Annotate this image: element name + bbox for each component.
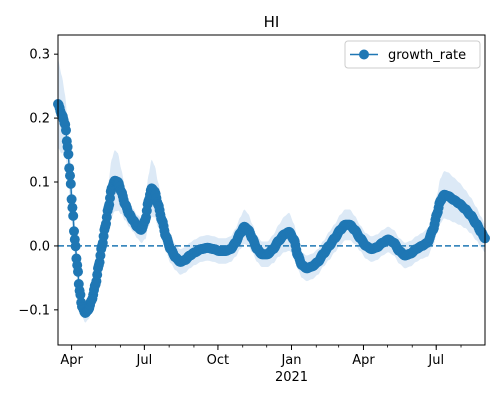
growth-rate-series bbox=[53, 99, 490, 318]
x-tick-label: Apr bbox=[352, 353, 375, 368]
legend-label-growth-rate: growth_rate bbox=[388, 48, 466, 63]
x-tick-label: Apr bbox=[60, 353, 83, 368]
legend: growth_rate bbox=[344, 40, 481, 69]
growth-rate-point bbox=[68, 210, 79, 221]
x-year-label: 2021 bbox=[275, 370, 308, 385]
growth-rate-point bbox=[65, 170, 75, 181]
x-tick-label: Jan bbox=[280, 353, 301, 368]
plot-frame bbox=[57, 34, 486, 346]
confidence-band-area bbox=[58, 59, 485, 323]
legend-box bbox=[344, 40, 481, 69]
growth-rate-point bbox=[64, 163, 75, 174]
x-tick-label: Jul bbox=[136, 353, 153, 368]
confidence-band bbox=[58, 59, 485, 323]
growth-rate-point bbox=[73, 266, 83, 277]
growth-rate-point bbox=[65, 178, 76, 189]
growth-rate-point bbox=[61, 125, 71, 136]
y-tick-label: −0.1 bbox=[18, 303, 50, 318]
growth-rate-point bbox=[66, 194, 77, 205]
y-tick-label: 0.3 bbox=[29, 48, 50, 63]
y-tick-label: 0.0 bbox=[29, 239, 50, 254]
axes: −0.1 0.0 0.1 0.2 0.3 Apr Jul Oct Jan Apr Jul 2021 bbox=[18, 34, 486, 385]
y-tick-label: 0.2 bbox=[29, 112, 50, 127]
growth-rate-point bbox=[69, 226, 79, 237]
x-tick-label: Oct bbox=[207, 353, 229, 368]
legend-dot-marker bbox=[359, 49, 369, 60]
growth-rate-point bbox=[62, 141, 73, 152]
growth-rate-point bbox=[63, 149, 74, 160]
chart-title: HI bbox=[264, 13, 280, 31]
growth-rate-point bbox=[75, 289, 86, 300]
growth-rate-point bbox=[70, 241, 81, 252]
y-tick-label: 0.1 bbox=[29, 176, 50, 191]
x-tick-label: Jul bbox=[427, 353, 444, 368]
growth-rate-point bbox=[67, 202, 78, 213]
